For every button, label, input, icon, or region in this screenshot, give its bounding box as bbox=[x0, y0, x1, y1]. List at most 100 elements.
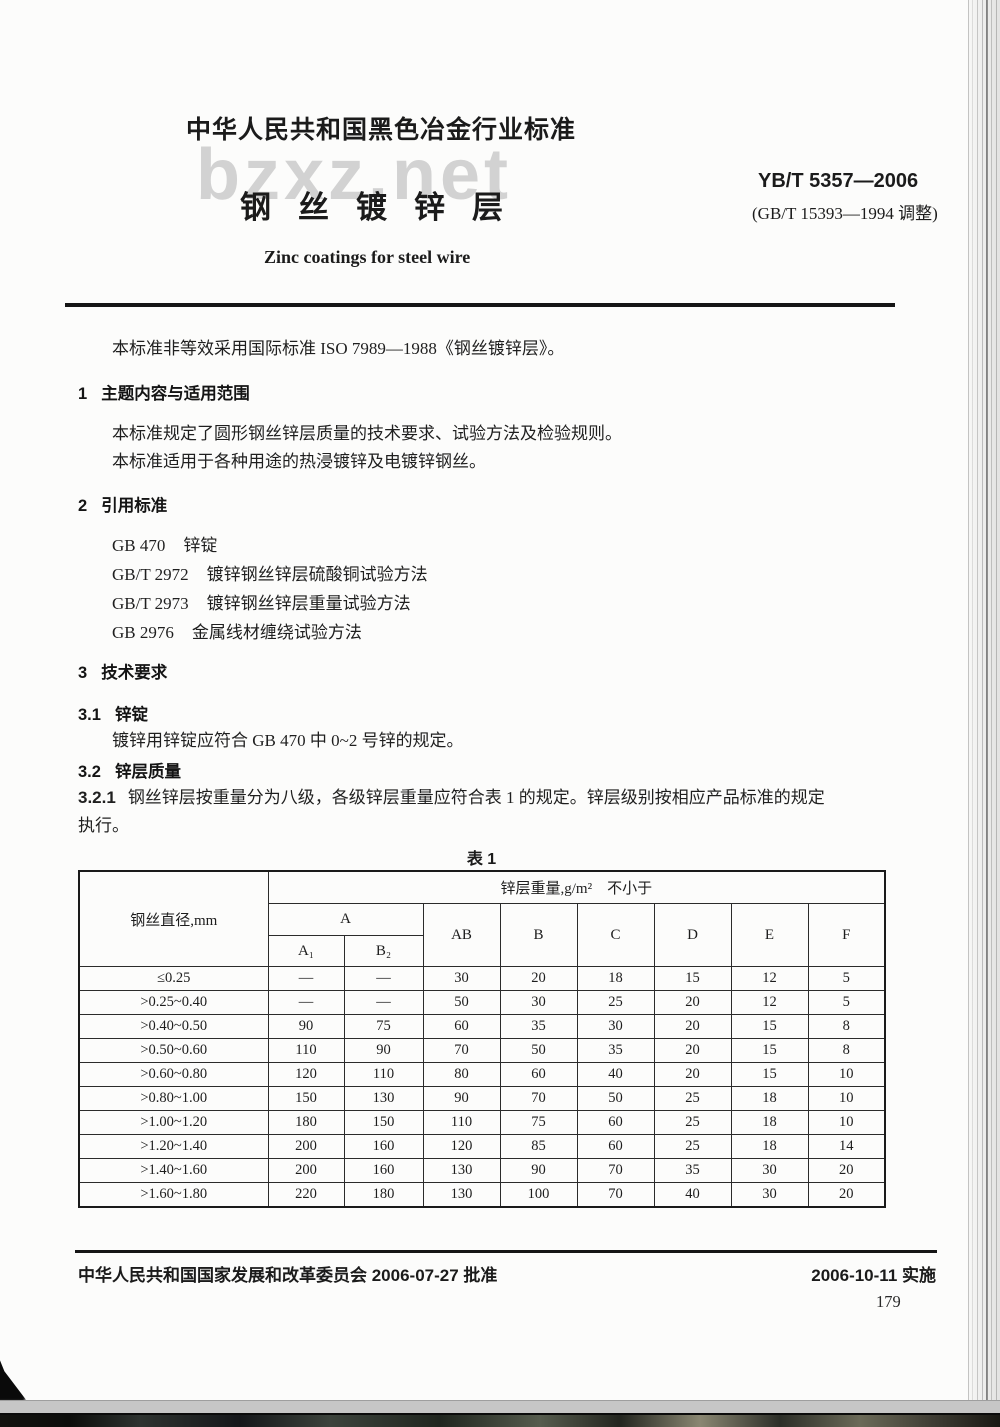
value-cell: 90 bbox=[267, 1014, 345, 1039]
diameter-cell: >1.40~1.60 bbox=[78, 1158, 269, 1183]
standard-code: YB/T 5357—2006 bbox=[758, 170, 919, 192]
value-cell: 18 bbox=[730, 1110, 809, 1135]
value-cell: 5 bbox=[807, 966, 886, 991]
table-row: >0.60~0.80 120 110 80 60 40 20 15 10 bbox=[78, 1062, 886, 1087]
section-3-2-1-paragraph: 3.2.1 钢丝锌层按重量分为八级，各级锌层重量应符合表 1 的规定。锌层级别按相… bbox=[78, 786, 888, 810]
value-cell: 70 bbox=[576, 1158, 655, 1183]
reference-name: 镀锌钢丝锌层硫酸铜试验方法 bbox=[206, 565, 428, 584]
value-cell: 14 bbox=[807, 1134, 886, 1159]
value-cell: 25 bbox=[653, 1110, 732, 1135]
value-cell: — bbox=[267, 990, 345, 1015]
table-row: >1.20~1.40 200 160 120 85 60 25 18 14 bbox=[78, 1134, 886, 1159]
reference-item: GB 2976 金属线材缠绕试验方法 bbox=[112, 621, 362, 645]
industry-standard-label: 中华人民共和国黑色冶金行业标准 bbox=[186, 116, 577, 144]
reference-item: GB/T 2973 镀锌钢丝锌层重量试验方法 bbox=[112, 592, 411, 616]
table-header-row: 钢丝直径,mm 锌层重量,g/m² 不小于 bbox=[78, 870, 886, 967]
value-cell: 18 bbox=[730, 1134, 809, 1159]
value-cell: 35 bbox=[499, 1014, 578, 1039]
section-1-number: 1 bbox=[78, 385, 88, 403]
table-row: ≤0.25— —30 20 18 15 12 5 bbox=[78, 966, 886, 991]
reference-code: GB 2976 bbox=[112, 623, 174, 642]
value-cell: 160 bbox=[343, 1134, 424, 1159]
diameter-cell: >0.40~0.50 bbox=[78, 1014, 269, 1039]
value-cell: 15 bbox=[730, 1038, 809, 1063]
diameter-cell: >1.00~1.20 bbox=[78, 1110, 269, 1135]
diameter-cell: >0.25~0.40 bbox=[78, 990, 269, 1015]
value-cell: 50 bbox=[422, 990, 501, 1015]
table-row: >0.40~0.50 90 75 60 35 30 20 15 8 bbox=[78, 1014, 886, 1039]
document-title-cn: 钢丝镀锌层 bbox=[240, 190, 530, 225]
value-cell: 30 bbox=[499, 990, 578, 1015]
diameter-cell: >0.50~0.60 bbox=[78, 1038, 269, 1063]
zinc-weight-table: 钢丝直径,mm 锌层重量,g/m² 不小于 A AB B C D E F A₁ … bbox=[78, 870, 887, 1208]
value-cell: 15 bbox=[730, 1062, 809, 1087]
section-2-title: 引用标准 bbox=[101, 497, 168, 515]
value-cell: 60 bbox=[576, 1110, 655, 1135]
reference-item: GB 470 锌锭 bbox=[112, 534, 217, 558]
class-c-header: C bbox=[576, 903, 655, 967]
scan-edge-line bbox=[986, 0, 988, 1400]
value-cell: 10 bbox=[807, 1086, 886, 1111]
value-cell: 110 bbox=[343, 1062, 424, 1087]
value-cell: 20 bbox=[499, 966, 578, 991]
reference-name: 锌锭 bbox=[183, 536, 218, 555]
class-b-header: B bbox=[499, 903, 578, 967]
reference-code: GB/T 2973 bbox=[112, 594, 189, 613]
table-row: >1.40~1.60 200 160 130 90 70 35 30 20 bbox=[78, 1158, 886, 1183]
reference-code: GB/T 2972 bbox=[112, 565, 189, 584]
reference-name: 镀锌钢丝锌层重量试验方法 bbox=[206, 594, 411, 613]
table-row: >1.60~1.80 220 180 130 100 70 40 30 20 bbox=[78, 1182, 886, 1208]
diameter-cell: ≤0.25 bbox=[78, 966, 269, 991]
value-cell: 90 bbox=[422, 1086, 501, 1111]
value-cell: — bbox=[343, 990, 424, 1015]
value-cell: 200 bbox=[267, 1134, 345, 1159]
table-row: >0.80~1.00 150 130 90 70 50 25 18 10 bbox=[78, 1086, 886, 1111]
watermark: bzxz.net bbox=[196, 135, 513, 215]
diameter-cell: >1.20~1.40 bbox=[78, 1134, 269, 1159]
value-cell: 35 bbox=[576, 1038, 655, 1063]
section-2-heading: 2 引用标准 bbox=[78, 492, 167, 516]
value-cell: 30 bbox=[576, 1014, 655, 1039]
value-cell: 110 bbox=[422, 1110, 501, 1135]
table-row: >1.00~1.20 180 150 110 75 60 25 18 10 bbox=[78, 1110, 886, 1135]
scan-edge-band bbox=[968, 0, 1000, 1400]
scan-corner-shadow bbox=[0, 1350, 26, 1402]
reference-code: GB 470 bbox=[112, 536, 166, 555]
approval-statement: 中华人民共和国国家发展和改革委员会 2006-07-27 批准 bbox=[78, 1266, 498, 1285]
value-cell: 150 bbox=[267, 1086, 345, 1111]
section-3-2-number: 3.2 bbox=[78, 763, 101, 781]
value-cell: 85 bbox=[499, 1134, 578, 1159]
section-3-1-title: 锌锭 bbox=[114, 706, 148, 724]
value-cell: 50 bbox=[499, 1038, 578, 1063]
section-3-2-title: 锌层质量 bbox=[114, 763, 181, 781]
value-cell: 25 bbox=[653, 1134, 732, 1159]
value-cell: 10 bbox=[807, 1110, 886, 1135]
value-cell: 130 bbox=[422, 1182, 501, 1208]
value-cell: 30 bbox=[730, 1182, 809, 1208]
standard-adjustment-note: (GB/T 15393—1994 调整) bbox=[752, 204, 938, 223]
value-cell: 15 bbox=[730, 1014, 809, 1039]
value-cell: 25 bbox=[653, 1086, 732, 1111]
implementation-date: 2006-10-11 实施 bbox=[811, 1266, 936, 1285]
value-cell: 120 bbox=[422, 1134, 501, 1159]
value-cell: 12 bbox=[730, 966, 809, 991]
value-cell: 8 bbox=[807, 1038, 886, 1063]
value-cell: 30 bbox=[422, 966, 501, 991]
reference-item: GB/T 2972 镀锌钢丝锌层硫酸铜试验方法 bbox=[112, 563, 428, 587]
section-3-1-number: 3.1 bbox=[78, 706, 101, 724]
section-3-number: 3 bbox=[78, 664, 88, 682]
document-title-en: Zinc coatings for steel wire bbox=[264, 247, 471, 267]
value-cell: 25 bbox=[576, 990, 655, 1015]
value-cell: 90 bbox=[499, 1158, 578, 1183]
value-cell: 40 bbox=[653, 1182, 732, 1208]
section-3-title: 技术要求 bbox=[101, 664, 168, 682]
value-cell: 75 bbox=[499, 1110, 578, 1135]
value-cell: 200 bbox=[267, 1158, 345, 1183]
next-page-preview-strip bbox=[0, 1413, 1000, 1427]
value-cell: 180 bbox=[267, 1110, 345, 1135]
value-cell: 150 bbox=[343, 1110, 424, 1135]
class-d-header: D bbox=[653, 903, 732, 967]
value-cell: 35 bbox=[653, 1158, 732, 1183]
value-cell: 180 bbox=[343, 1182, 424, 1208]
value-cell: 120 bbox=[267, 1062, 345, 1087]
